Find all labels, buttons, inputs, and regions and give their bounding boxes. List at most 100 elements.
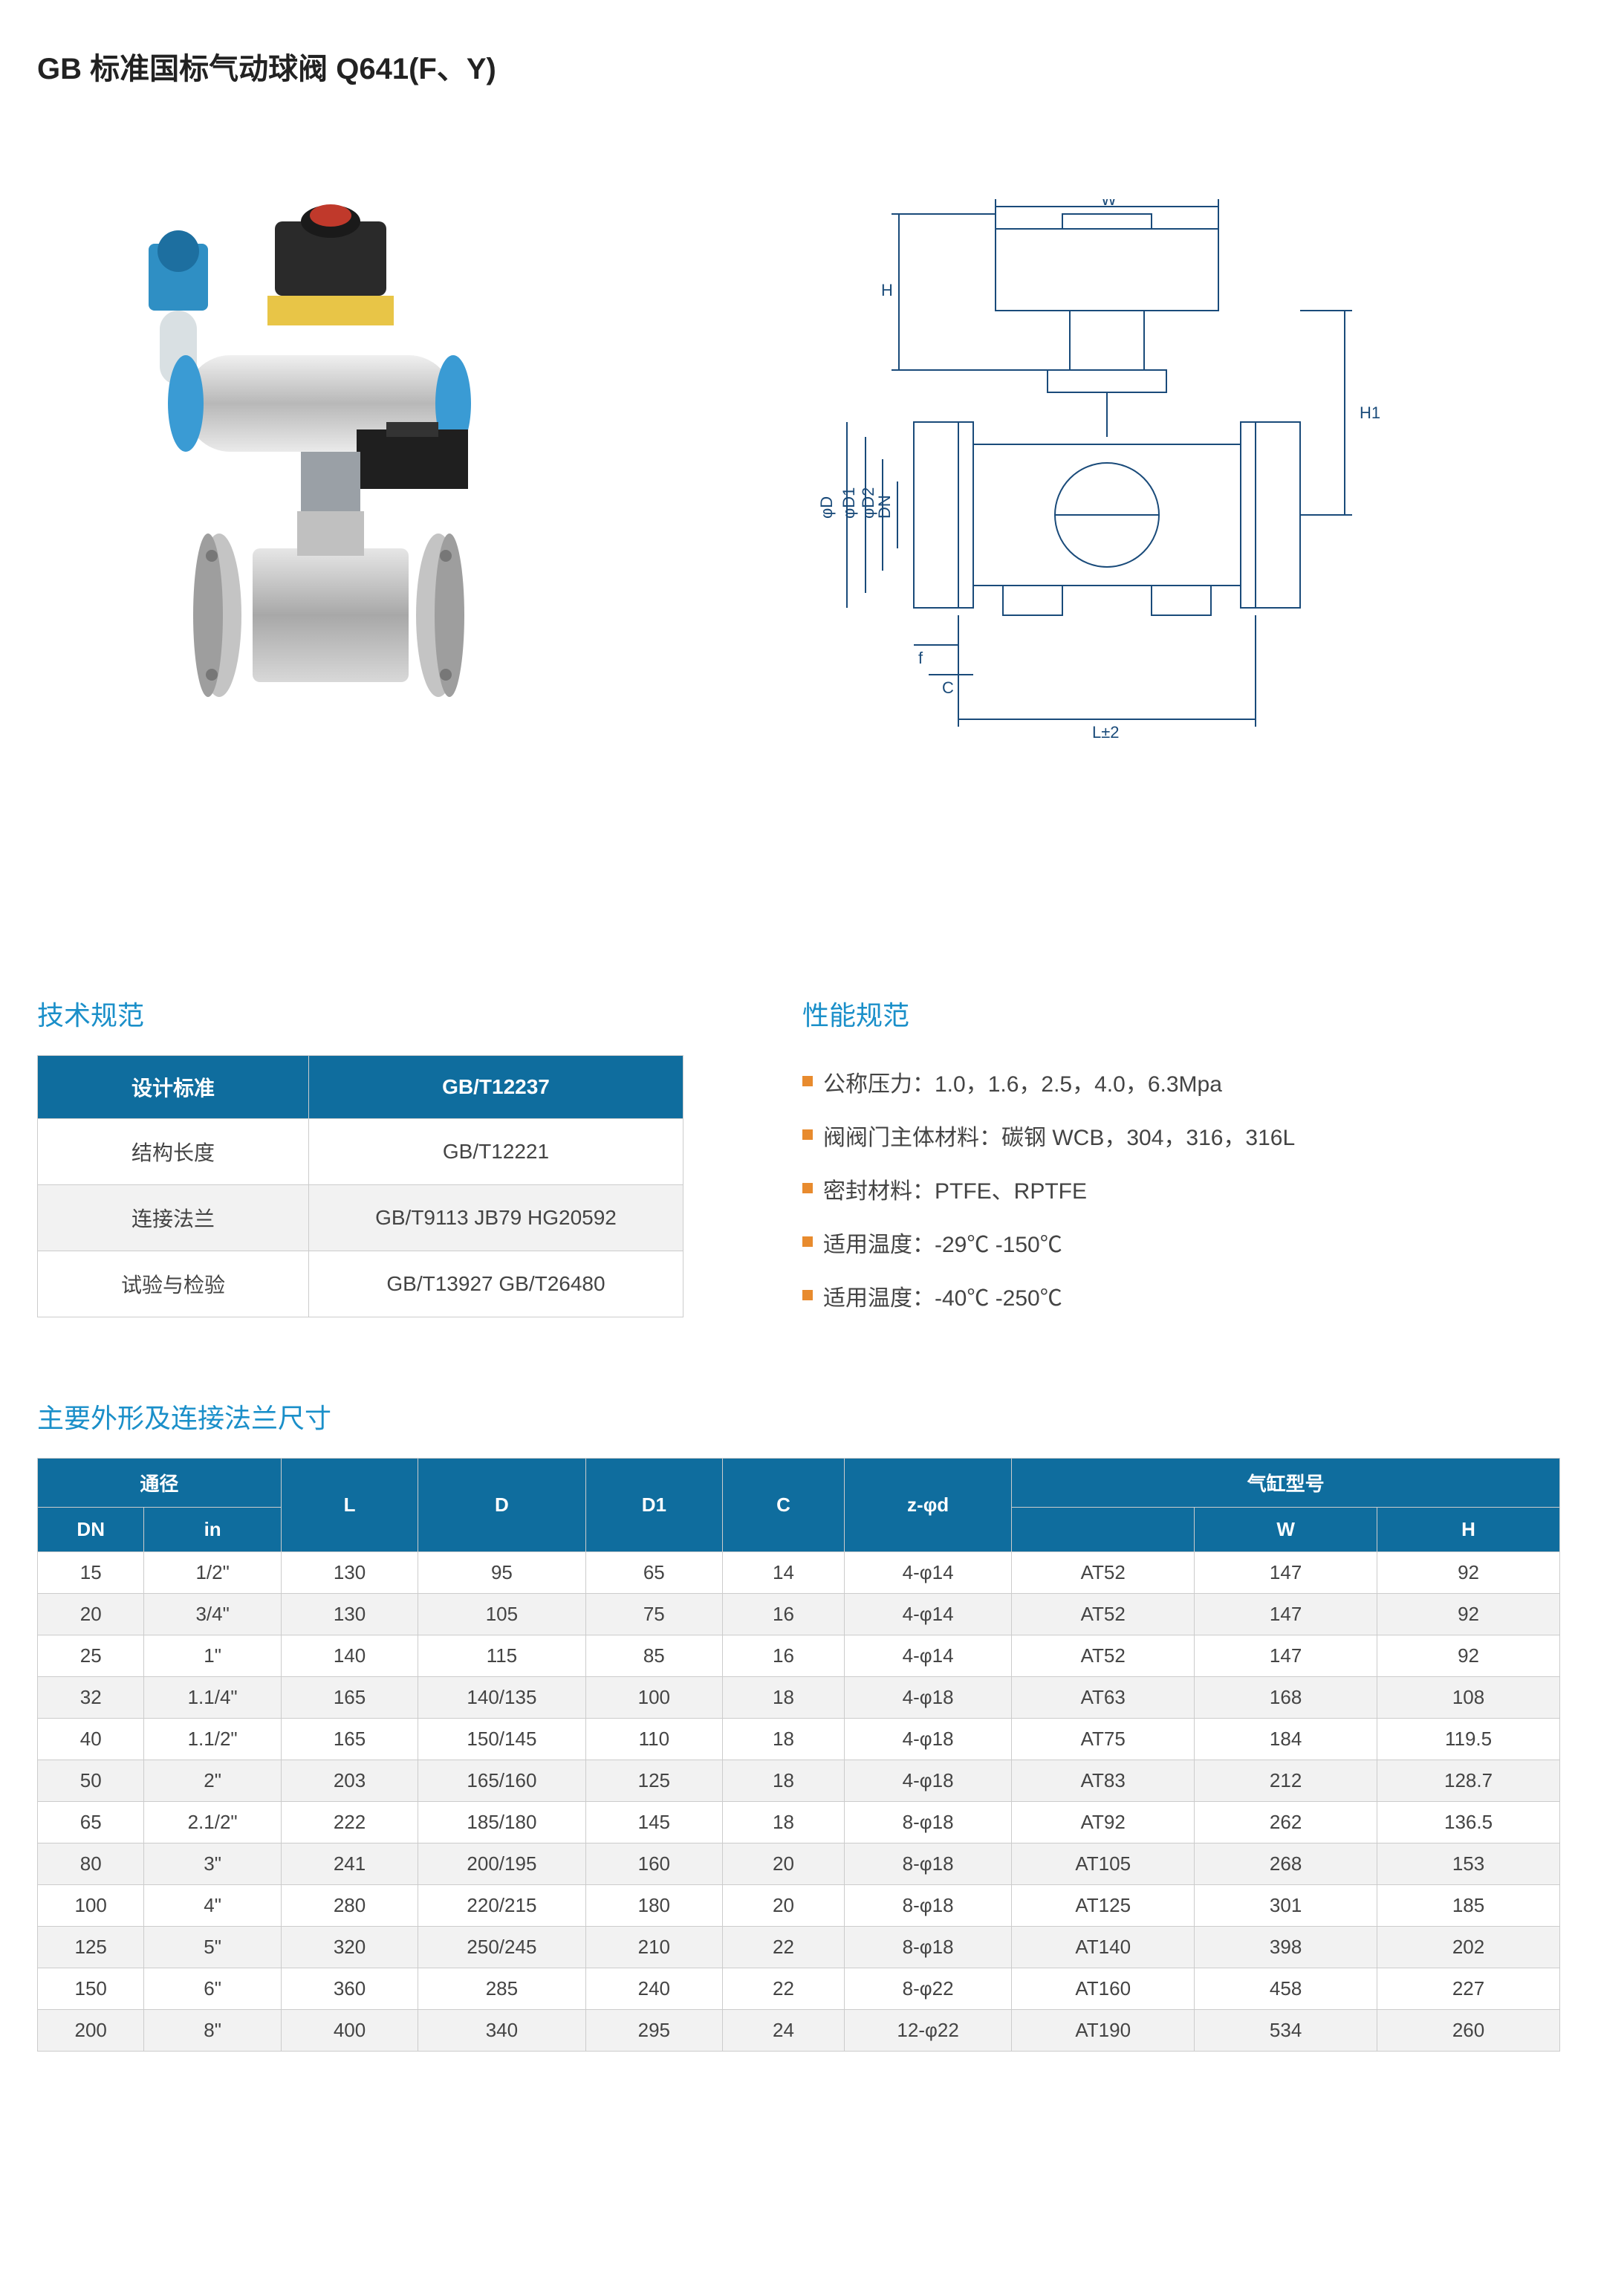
dims-cell: 92 [1377, 1635, 1560, 1677]
perf-item: 适用温度：-29℃ -150℃ [802, 1216, 1295, 1269]
perf-item: 阀阀门主体材料：碳钢 WCB，304，316，316L [802, 1109, 1295, 1162]
dim-label-f: f [918, 649, 923, 667]
spec-tbody: 结构长度GB/T12221连接法兰GB/T9113 JB79 HG20592试验… [38, 1119, 683, 1317]
dims-cell: AT92 [1012, 1802, 1195, 1843]
dims-cell: 301 [1195, 1885, 1377, 1927]
dims-row: 251"14011585164-φ14AT5214792 [38, 1635, 1560, 1677]
dims-heading: 主要外形及连接法兰尺寸 [37, 1397, 1564, 1436]
dim-label-phid: φD [817, 496, 836, 519]
dim-label-phid1: φD1 [840, 487, 858, 519]
dims-cell: 130 [281, 1594, 418, 1635]
dims-cell: 6" [144, 1968, 281, 2010]
dims-group-diameter: 通径 [38, 1459, 282, 1508]
dims-cell: 184 [1195, 1719, 1377, 1760]
tech-spec-table: 设计标准 GB/T12237 结构长度GB/T12221连接法兰GB/T9113… [37, 1055, 683, 1317]
dims-cell: 50 [38, 1760, 144, 1802]
dims-cell: AT75 [1012, 1719, 1195, 1760]
dims-cell: 220/215 [418, 1885, 585, 1927]
dims-col-w: W [1195, 1508, 1377, 1552]
dims-cell: 92 [1377, 1552, 1560, 1594]
dims-col-zphid: z-φd [844, 1459, 1011, 1552]
dims-cell: 1.1/2" [144, 1719, 281, 1760]
dims-cell: 8-φ18 [844, 1843, 1011, 1885]
dims-cell: 100 [585, 1677, 722, 1719]
dims-cell: 20 [38, 1594, 144, 1635]
dims-cell: 20 [723, 1885, 845, 1927]
dims-cell: 147 [1195, 1635, 1377, 1677]
dims-cell: 22 [723, 1927, 845, 1968]
dims-cell: 150/145 [418, 1719, 585, 1760]
dims-thead: 通径 L D D1 C z-φd 气缸型号 DN in W H [38, 1459, 1560, 1552]
dims-cell: 24 [723, 2010, 845, 2052]
dims-cell: 458 [1195, 1968, 1377, 2010]
dims-cell: 185 [1377, 1885, 1560, 1927]
dims-cell: 227 [1377, 1968, 1560, 2010]
dims-cell: 1.1/4" [144, 1677, 281, 1719]
dim-label-c: C [942, 678, 954, 697]
dims-cell: 3/4" [144, 1594, 281, 1635]
dims-cell: 4-φ18 [844, 1719, 1011, 1760]
dims-cell: 25 [38, 1635, 144, 1677]
dims-cell: 2.1/2" [144, 1802, 281, 1843]
dims-cell: 95 [418, 1552, 585, 1594]
valve-illustration [89, 199, 550, 808]
spec-row-label: 试验与检验 [38, 1251, 309, 1317]
dims-col-d: D [418, 1459, 585, 1552]
dims-cell: 5" [144, 1927, 281, 1968]
dims-row: 321.1/4"165140/135100184-φ18AT63168108 [38, 1677, 1560, 1719]
perf-list: 公称压力：1.0，1.6，2.5，4.0，6.3Mpa阀阀门主体材料：碳钢 WC… [802, 1055, 1295, 1323]
dims-cell: 320 [281, 1927, 418, 1968]
dims-col-c: C [723, 1459, 845, 1552]
dims-cell: 140 [281, 1635, 418, 1677]
dims-cell: 200/195 [418, 1843, 585, 1885]
dims-cell: 398 [1195, 1927, 1377, 1968]
dims-cell: 210 [585, 1927, 722, 1968]
dims-cell: AT52 [1012, 1552, 1195, 1594]
dims-cell: 125 [585, 1760, 722, 1802]
dims-cell: AT52 [1012, 1635, 1195, 1677]
dims-cell: 160 [585, 1843, 722, 1885]
dims-col-in: in [144, 1508, 281, 1552]
dims-cell: 202 [1377, 1927, 1560, 1968]
dims-cell: 80 [38, 1843, 144, 1885]
dims-row: 401.1/2"165150/145110184-φ18AT75184119.5 [38, 1719, 1560, 1760]
dims-cell: 18 [723, 1760, 845, 1802]
dims-cell: 295 [585, 2010, 722, 2052]
dims-cell: 40 [38, 1719, 144, 1760]
dims-cell: 240 [585, 1968, 722, 2010]
perf-spec-section: 性能规范 公称压力：1.0，1.6，2.5，4.0，6.3Mpa阀阀门主体材料：… [802, 994, 1295, 1323]
dims-cell: 4-φ18 [844, 1677, 1011, 1719]
dim-label-l: L±2 [1092, 723, 1120, 742]
spec-row: 结构长度GB/T12221 [38, 1119, 683, 1185]
dims-cell: 165 [281, 1677, 418, 1719]
dims-cell: 145 [585, 1802, 722, 1843]
dims-cell: 185/180 [418, 1802, 585, 1843]
dims-tbody: 151/2"1309565144-φ14AT5214792203/4"13010… [38, 1552, 1560, 2052]
spec-row-value: GB/T9113 JB79 HG20592 [308, 1185, 683, 1251]
dims-cell: 4" [144, 1885, 281, 1927]
technical-diagram: W H H1 φD φD1 φD2 DN f C L±2 [735, 184, 1434, 764]
dims-cell: 92 [1377, 1594, 1560, 1635]
dims-cell: 153 [1377, 1843, 1560, 1885]
diagram-svg: W H H1 φD φD1 φD2 DN f C L±2 [750, 199, 1419, 749]
dims-cell: 360 [281, 1968, 418, 2010]
dims-cell: 203 [281, 1760, 418, 1802]
perf-item: 密封材料：PTFE、RPTFE [802, 1162, 1295, 1216]
dims-cell: 4-φ14 [844, 1594, 1011, 1635]
dims-cell: 280 [281, 1885, 418, 1927]
dims-cell: 65 [38, 1802, 144, 1843]
dims-cell: 8-φ18 [844, 1885, 1011, 1927]
middle-row: 技术规范 设计标准 GB/T12237 结构长度GB/T12221连接法兰GB/… [37, 994, 1564, 1323]
dims-cell: 150 [38, 1968, 144, 2010]
dims-cell: 75 [585, 1594, 722, 1635]
dims-col-model [1012, 1508, 1195, 1552]
dims-cell: 165/160 [418, 1760, 585, 1802]
dims-cell: AT190 [1012, 2010, 1195, 2052]
spec-row: 连接法兰GB/T9113 JB79 HG20592 [38, 1185, 683, 1251]
dim-label-h1: H1 [1360, 403, 1380, 422]
dims-cell: 534 [1195, 2010, 1377, 2052]
dims-row: 2008"4003402952412-φ22AT190534260 [38, 2010, 1560, 2052]
dims-row: 151/2"1309565144-φ14AT5214792 [38, 1552, 1560, 1594]
dims-cell: AT125 [1012, 1885, 1195, 1927]
dims-row: 1506"360285240228-φ22AT160458227 [38, 1968, 1560, 2010]
